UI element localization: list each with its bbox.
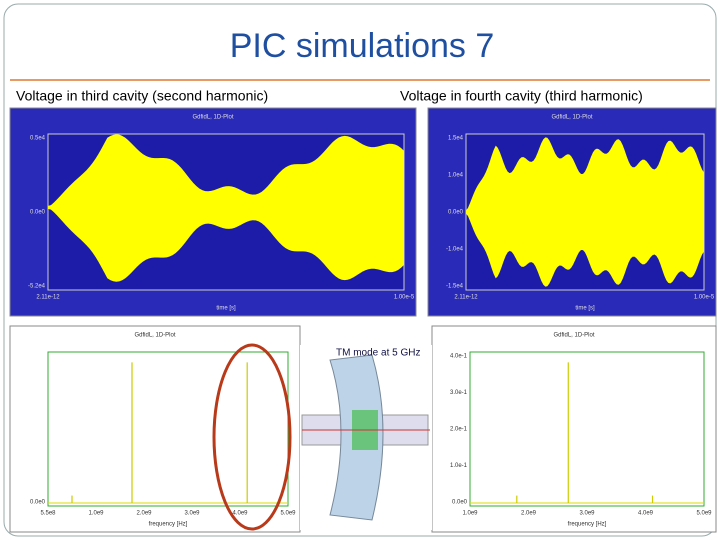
y-tick-label: -1.5e4 xyxy=(446,284,464,290)
plot-header: GdfidL, 1D-Plot xyxy=(134,333,175,339)
plot-header: GdfidL, 1D-Plot xyxy=(551,115,592,121)
waveform xyxy=(466,137,704,287)
y-tick-label: 1.5e4 xyxy=(448,136,464,142)
y-tick-label: 0.0e0 xyxy=(452,500,468,506)
x-tick-label: 1.00e-5 xyxy=(694,295,715,301)
y-tick-label: 3.0e-1 xyxy=(450,390,468,396)
x-tick-label: 2.0e9 xyxy=(521,511,537,517)
x-tick-label: 2.11e-12 xyxy=(454,295,478,301)
x-tick-label: 4.0e9 xyxy=(232,511,248,517)
x-tick-label: 5.5e8 xyxy=(40,511,56,517)
plot-area xyxy=(47,351,289,507)
y-tick-label: 1.0e4 xyxy=(448,173,464,179)
x-tick-label: 1.0e9 xyxy=(462,511,478,517)
y-tick-label: 0.0e0 xyxy=(30,500,46,506)
x-tick-label: 4.0e9 xyxy=(638,511,654,517)
x-tick-label: 3.0e9 xyxy=(579,511,595,517)
inset-label: TM mode at 5 GHz xyxy=(336,348,420,359)
x-tick-label: 3.0e9 xyxy=(184,511,200,517)
x-tick-label: 1.00e-5 xyxy=(394,295,415,301)
y-tick-label: 0.0e0 xyxy=(448,210,464,216)
y-tick-label: 0.0e0 xyxy=(30,210,46,216)
x-axis-title: time [s] xyxy=(575,306,595,312)
plot-header: GdfidL, 1D-Plot xyxy=(553,333,594,339)
caption: Voltage in fourth cavity (third harmonic… xyxy=(400,88,643,104)
x-axis-title: frequency [Hz] xyxy=(568,522,607,528)
plot-header: GdfidL, 1D-Plot xyxy=(192,115,233,121)
x-tick-label: 2.0e9 xyxy=(136,511,152,517)
x-tick-label: 1.0e9 xyxy=(88,511,104,517)
x-tick-label: 5.0e9 xyxy=(280,511,296,517)
x-axis-title: time [s] xyxy=(216,306,236,312)
x-tick-label: 2.11e-12 xyxy=(36,295,60,301)
highlight-ring xyxy=(212,343,292,531)
x-tick-label: 5.0e9 xyxy=(696,511,712,517)
plot-area xyxy=(469,351,705,507)
caption: Voltage in third cavity (second harmonic… xyxy=(16,88,268,104)
slide-title: PIC simulations 7 xyxy=(230,27,495,65)
y-tick-label: -1.0e4 xyxy=(446,247,464,253)
waveform xyxy=(48,134,404,282)
y-tick-label: 1.0e-1 xyxy=(450,463,468,469)
y-tick-label: 4.0e-1 xyxy=(450,354,468,360)
y-tick-label: 2.0e-1 xyxy=(450,427,468,433)
y-tick-label: 0.5e4 xyxy=(30,136,46,142)
cavity-inset: TM mode at 5 GHz xyxy=(300,345,432,530)
y-tick-label: -5.2e4 xyxy=(28,284,46,290)
x-axis-title: frequency [Hz] xyxy=(149,522,188,528)
